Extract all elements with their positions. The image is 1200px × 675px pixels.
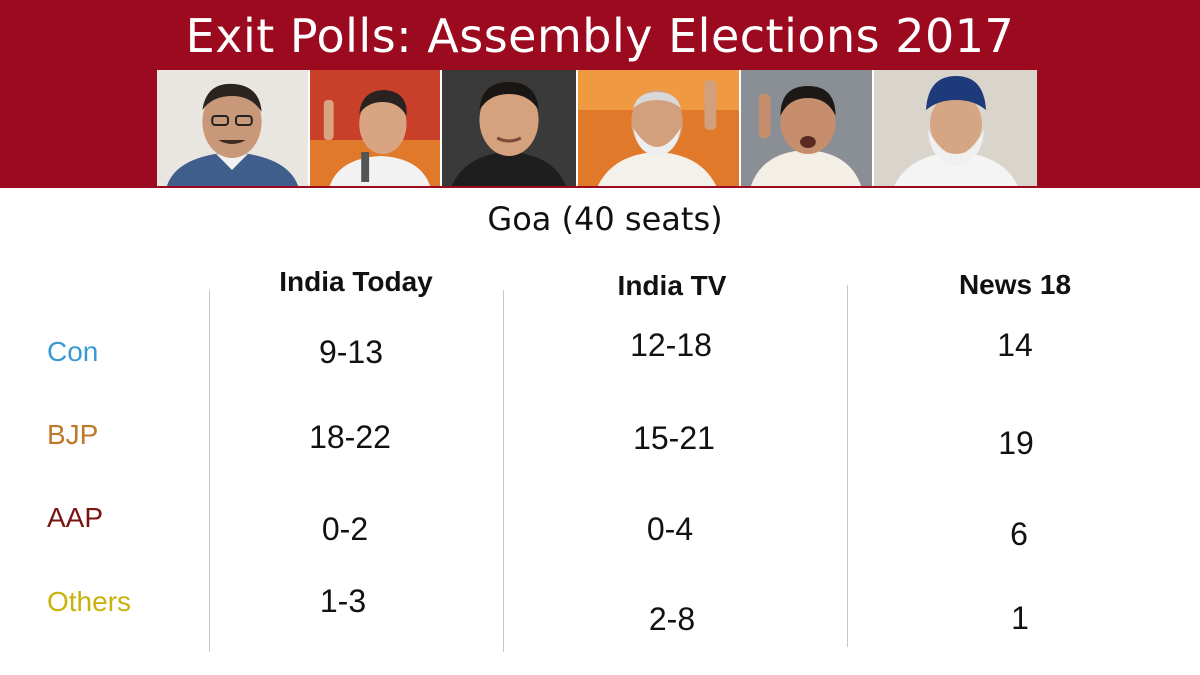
cell-con-news-18: 14 (997, 327, 1033, 363)
cell-aap-india-today: 0-2 (321, 511, 369, 547)
cell-aap-india-tv: 0-4 (646, 511, 694, 547)
cell-con-india-today: 9-13 (318, 334, 384, 370)
cell-bjp-news-18: 19 (998, 425, 1034, 461)
party-label-con: Con (47, 336, 99, 367)
cell-others-india-tv: 2-8 (648, 601, 696, 637)
portrait-photo-4 (578, 70, 741, 186)
column-header-india-today: India Today (279, 266, 433, 297)
column-divider (503, 290, 504, 652)
party-label-others: Others (47, 586, 132, 617)
cell-others-news-18: 1 (1011, 600, 1029, 636)
portrait-photo-6 (874, 70, 1037, 186)
party-label-bjp: BJP (47, 419, 99, 450)
column-header-news-18: News 18 (958, 269, 1072, 300)
cell-aap-news-18: 6 (1010, 516, 1028, 552)
portrait-photo-5 (741, 70, 874, 186)
party-label-aap: AAP (47, 502, 104, 533)
cell-bjp-india-today: 18-22 (309, 419, 391, 455)
page-title: Exit Polls: Assembly Elections 2017 (185, 9, 1015, 63)
portrait-photo-1 (157, 70, 310, 186)
column-divider (209, 290, 210, 652)
cell-bjp-india-tv: 15-21 (633, 420, 715, 456)
column-divider (847, 285, 848, 647)
photo-strip (157, 70, 1037, 186)
state-subtitle: Goa (40 seats) (487, 200, 723, 238)
cell-con-india-tv: 12-18 (630, 327, 712, 363)
title-banner: Exit Polls: Assembly Elections 2017 (0, 0, 1200, 188)
column-header-india-tv: India TV (617, 270, 727, 301)
cell-others-india-today: 1-3 (319, 583, 367, 619)
portrait-photo-2 (310, 70, 442, 186)
portrait-photo-3 (442, 70, 578, 186)
